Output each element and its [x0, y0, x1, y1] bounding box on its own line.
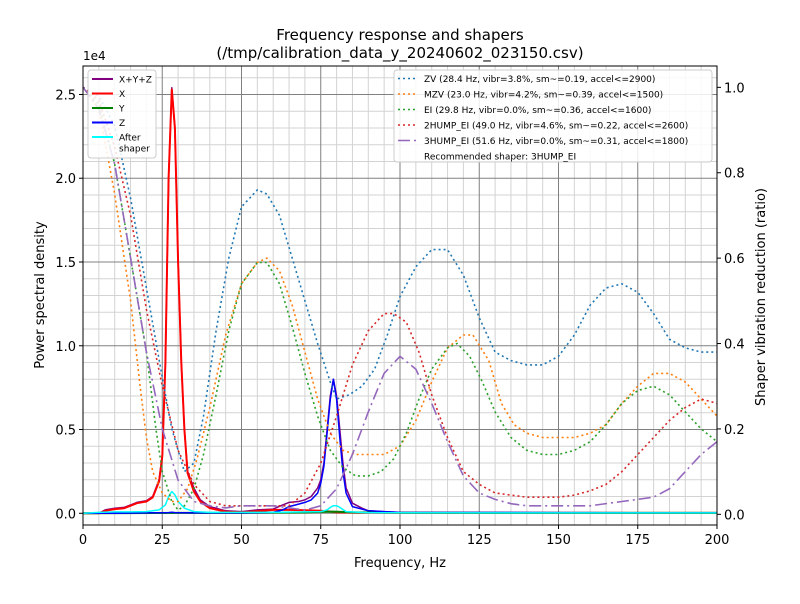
shaper-legend-label: MZV (23.0 Hz, vibr=4.2%, sm~=0.39, accel…	[424, 91, 663, 101]
y2-tick-label: 0.4	[724, 338, 745, 353]
y2-tick-label: 0.8	[724, 167, 745, 182]
shaper-line-mzv	[82, 86, 718, 503]
psd-legend-label-line: Z	[119, 119, 125, 129]
psd-legend-label: X	[119, 90, 125, 100]
shaper-line-ei	[82, 86, 718, 512]
shaper-legend: ZV (28.4 Hz, vibr=3.8%, sm~=0.19, accel<…	[393, 69, 713, 163]
chart-title: Frequency response and shapers	[276, 26, 524, 44]
y2-tick-label: 0.2	[724, 423, 745, 438]
psd-legend-label: Z	[119, 119, 125, 129]
x-tick-label: 0	[79, 533, 87, 548]
psd-legend-label-line: shaper	[119, 145, 150, 155]
y2-tick-label: 0.6	[724, 252, 745, 267]
shaper-legend-label: EI (29.8 Hz, vibr=0.0%, sm~=0.36, accel<…	[424, 106, 651, 116]
shaper-legend-label: ZV (28.4 Hz, vibr=3.8%, sm~=0.19, accel<…	[424, 75, 655, 85]
x-tick-label: 125	[467, 533, 492, 548]
y-tick-label: 1.5	[55, 256, 76, 271]
y2-tick-label: 1.0	[724, 81, 745, 96]
psd-series-group	[82, 87, 718, 515]
x-tick-label: 150	[546, 533, 571, 548]
psd-legend-label-line: After	[119, 134, 141, 144]
y-axis-label: Power spectral density	[33, 221, 48, 369]
psd-line-x	[83, 88, 718, 515]
x-tick-label: 100	[388, 533, 413, 548]
y-tick-label: 0.0	[55, 507, 76, 522]
chart-subtitle: (/tmp/calibration_data_y_20240602_023150…	[216, 44, 583, 63]
y-offset-label: 1e4	[83, 49, 106, 63]
x-tick-label: 25	[154, 533, 171, 548]
x-tick-label: 175	[625, 533, 650, 548]
y2-axis-label: Shaper vibration reduction (ratio)	[754, 188, 769, 406]
shaper-line-3hump-ei	[82, 86, 718, 511]
psd-legend: X+Y+Z XYZ After shaper	[87, 69, 157, 159]
y2-tick-label: 0.0	[724, 508, 745, 523]
x-tick-label: 200	[705, 533, 730, 548]
psd-legend-label-line: X	[119, 90, 125, 100]
shaper-series-group	[82, 86, 718, 512]
axes-ticks-group: 0 25 50 75 100 125 150 175 200 0.0 0.5 1.0 1.5 2.0 2.5…	[55, 81, 744, 548]
shaper-legend-label: 3HUMP_EI (51.6 Hz, vibr=0.0%, sm~=0.31, …	[424, 137, 688, 147]
y-tick-label: 2.5	[55, 88, 76, 103]
y-tick-label: 0.5	[55, 424, 76, 439]
psd-legend-label-line: X+Y+Z	[119, 76, 152, 86]
psd-legend-label: After shaper	[119, 134, 150, 155]
x-tick-label: 75	[312, 533, 329, 548]
psd-line-after	[82, 490, 718, 515]
x-tick-label: 50	[233, 533, 250, 548]
y-tick-label: 2.0	[55, 172, 76, 187]
shaper-line-2hump-ei	[82, 86, 718, 507]
shaper-legend-label: 2HUMP_EI (49.0 Hz, vibr=4.6%, sm~=0.22, …	[424, 122, 688, 132]
psd-legend-label: Y	[118, 105, 125, 115]
psd-legend-label-line: Y	[118, 105, 125, 115]
shaper-legend-box	[393, 69, 713, 163]
psd-line-z	[83, 378, 718, 515]
recommended-shaper-text: Recommended shaper: 3HUMP_EI	[424, 153, 576, 163]
psd-legend-label: X+Y+Z	[119, 76, 152, 86]
y-tick-label: 1.0	[55, 340, 76, 355]
x-axis-label: Frequency, Hz	[354, 556, 446, 571]
